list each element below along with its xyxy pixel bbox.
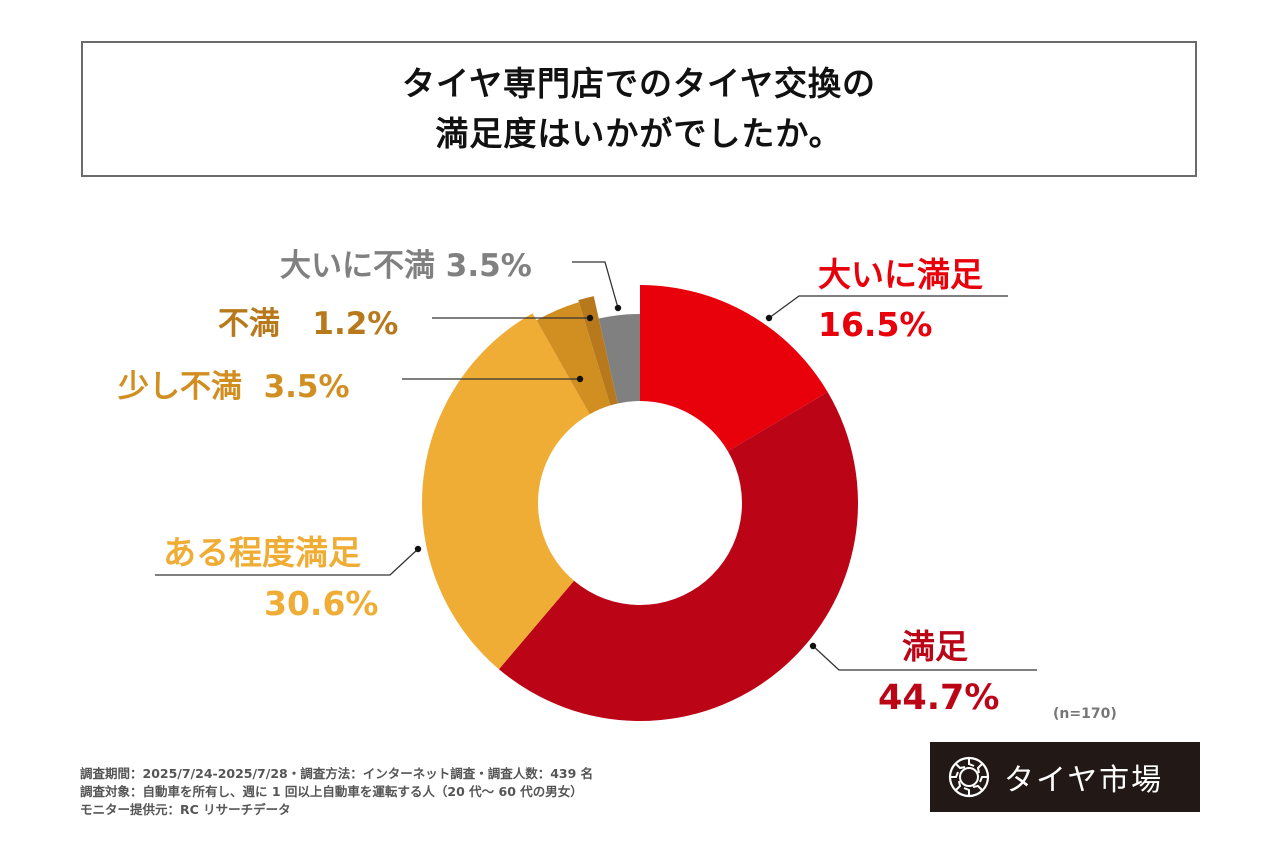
tire-icon — [948, 756, 990, 798]
leader-somewhat-satisfied — [155, 548, 419, 576]
leader-dot-slightly-dissatisfied — [576, 375, 584, 383]
slice-very-satisfied — [640, 285, 828, 452]
label-satisfied-pct: 44.7% — [878, 678, 1000, 718]
label-very-satisfied-pct: 16.5% — [818, 305, 933, 344]
leader-dot-satisfied — [809, 642, 817, 650]
brand-logo: タイヤ市場 — [930, 742, 1200, 812]
label-dissatisfied: 不満 1.2% — [218, 306, 399, 342]
leader-satisfied — [812, 645, 1037, 671]
footnote-2: 調査対象：自動車を所有し、週に 1 回以上自動車を運転する人（20 代～ 60 … — [80, 784, 583, 799]
label-very-dissatisfied: 大いに不満 3.5% — [280, 248, 532, 284]
label-slightly-dissatisfied: 少し不満 3.5% — [118, 369, 350, 405]
label-somewhat-satisfied-name: ある程度満足 — [163, 533, 361, 572]
title-line-2: 満足度はいかがでしたか。 — [435, 114, 843, 153]
slice-slightly-dissatisfied — [536, 302, 611, 415]
sample-size-note: (n=170) — [1053, 706, 1117, 722]
leader-dot-somewhat-satisfied — [414, 545, 422, 553]
footnote-3: モニター提供元：RC リサーチデータ — [80, 802, 291, 817]
slice-somewhat-satisfied — [422, 313, 590, 670]
title-box: タイヤ専門店でのタイヤ交換の 満足度はいかがでしたか。 — [81, 41, 1197, 177]
slice-satisfied — [498, 392, 859, 722]
leader-dot-very-satisfied — [765, 314, 773, 322]
label-satisfied-name: 満足 — [902, 627, 968, 666]
logo-text: タイヤ市場 — [1004, 763, 1164, 798]
leader-dot-dissatisfied — [586, 314, 594, 322]
label-very-satisfied-name: 大いに満足 — [818, 255, 983, 294]
leader-very-dissatisfied — [572, 261, 619, 309]
slice-dissatisfied — [578, 296, 618, 406]
title-line-1: タイヤ専門店でのタイヤ交換の — [401, 64, 877, 103]
label-somewhat-satisfied-pct: 30.6% — [264, 584, 379, 623]
leader-dot-very-dissatisfied — [614, 304, 622, 312]
footnote-1: 調査期間：2025/7/24-2025/7/28・調査方法：インターネット調査・… — [80, 766, 594, 781]
leader-very-satisfied — [768, 295, 1008, 319]
slice-very-dissatisfied — [598, 314, 640, 404]
